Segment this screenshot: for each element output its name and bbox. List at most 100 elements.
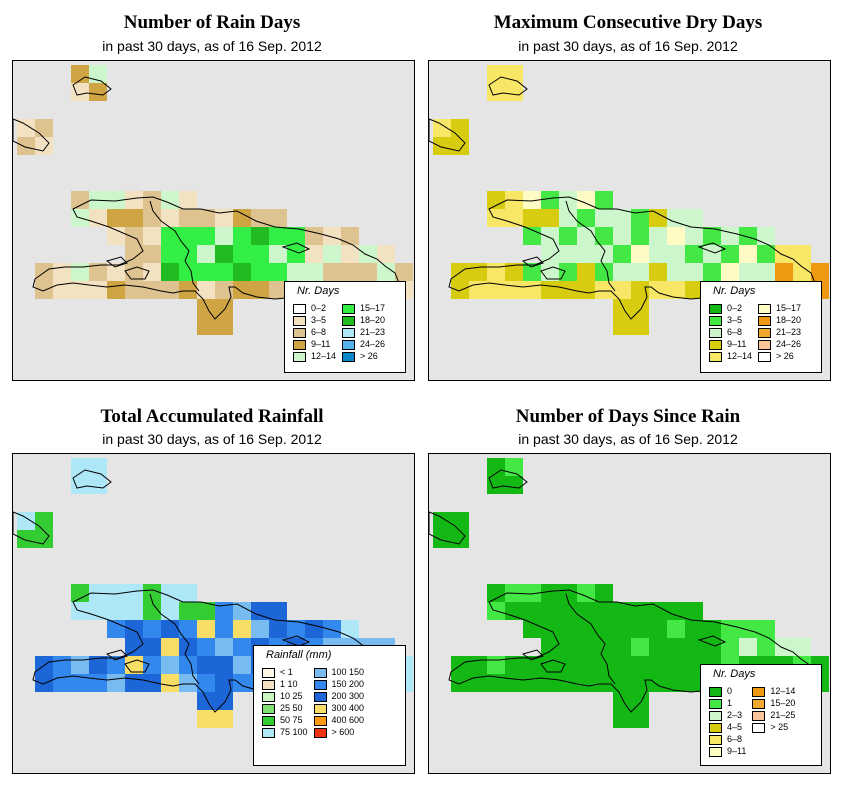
- grid-cell: [107, 602, 125, 620]
- grid-cell: [577, 227, 595, 245]
- grid-cell: [433, 530, 451, 548]
- grid-cell: [577, 245, 595, 263]
- coastline-islet: [540, 266, 566, 280]
- grid-cell: [685, 281, 703, 299]
- grid-cell: [107, 263, 125, 281]
- grid-cell: [89, 83, 107, 101]
- legend-swatch: [709, 339, 722, 350]
- grid-cell: [71, 458, 89, 476]
- legend-swatch: [752, 686, 766, 697]
- grid-cell: [613, 620, 631, 638]
- grid-cell: [451, 674, 469, 692]
- grid-cell: [71, 674, 89, 692]
- grid-cell: [71, 656, 89, 674]
- grid-cell: [323, 227, 341, 245]
- legend-label: 21–23: [776, 327, 802, 337]
- grid-cell: [161, 656, 179, 674]
- grid-cell: [233, 227, 251, 245]
- grid-cell: [559, 584, 577, 602]
- legend-item: 3–5: [293, 315, 336, 326]
- grid-cell: [287, 245, 305, 263]
- legend-swatch: [758, 315, 772, 326]
- legend-label: 24–26: [776, 339, 802, 349]
- grid-cell: [215, 638, 233, 656]
- grid-cell: [541, 209, 559, 227]
- legend-item: > 600: [313, 727, 365, 738]
- grid-cell: [269, 245, 287, 263]
- legend-label: 2–3: [727, 710, 743, 720]
- legend-swatch: [342, 351, 356, 362]
- grid-cell: [523, 209, 541, 227]
- grid-cell: [613, 299, 649, 317]
- map-panel-dry-days: Nr. Days 0–2 3–5 6–8 9–11 12–14 15–17 18–20 21–2…: [428, 60, 831, 381]
- legend-swatch: [709, 746, 722, 757]
- grid-cell: [487, 83, 505, 101]
- grid-cell: [757, 620, 775, 638]
- legend-title: Nr. Days: [713, 285, 756, 297]
- grid-cell: [251, 227, 269, 245]
- grid-cell: [323, 620, 341, 638]
- legend-item: 0–2: [293, 303, 336, 314]
- grid-cell: [451, 530, 469, 548]
- grid-cell: [71, 65, 89, 83]
- grid-cell: [703, 227, 721, 245]
- legend-swatch: [342, 303, 356, 314]
- grid-cell: [595, 656, 613, 674]
- grid-cell: [613, 602, 631, 620]
- grid-cell: [631, 638, 649, 656]
- grid-cell: [269, 209, 287, 227]
- grid-cell: [487, 263, 505, 281]
- border-line: [565, 200, 616, 292]
- grid-cell: [667, 638, 685, 656]
- grid-cell: [323, 245, 341, 263]
- map-svg: [13, 458, 413, 728]
- grid-cell: [251, 620, 269, 638]
- coastline-gonave: [521, 256, 544, 268]
- grid-cell: [523, 584, 541, 602]
- legend-item: 18–20: [342, 315, 385, 326]
- grid-cell: [505, 656, 523, 674]
- coastline-gonave: [105, 256, 128, 268]
- grid-cell: [35, 674, 53, 692]
- grid-cell: [757, 638, 775, 656]
- grid-cell: [505, 209, 523, 227]
- legend-label: > 25: [770, 722, 789, 732]
- grid-cell: [215, 209, 233, 227]
- legend-item: 21–25: [752, 710, 795, 721]
- grid-cell: [559, 656, 577, 674]
- grid-cell: [703, 638, 721, 656]
- grid-cell: [613, 263, 631, 281]
- grid-cell: [577, 674, 595, 692]
- grid-cell: [739, 227, 757, 245]
- grid-cell: [107, 191, 125, 209]
- grid-cell: [233, 656, 251, 674]
- grid-cell: [487, 65, 505, 83]
- legend-label: 12–14: [770, 686, 796, 696]
- legend-label: 18–20: [776, 315, 802, 325]
- grid-cell: [667, 263, 685, 281]
- legend-item: 12–14: [293, 351, 336, 362]
- grid-cell: [631, 245, 649, 263]
- grid-cell: [613, 227, 631, 245]
- grid-cell: [559, 620, 577, 638]
- grid-cell: [161, 263, 179, 281]
- grid-cell: [559, 191, 577, 209]
- grid-cell: [233, 209, 251, 227]
- grid-cell: [377, 245, 395, 263]
- grid-cell: [215, 674, 233, 692]
- grid-cell: [143, 209, 161, 227]
- grid-cell: [739, 245, 757, 263]
- legend-swatch: [709, 734, 722, 745]
- grid-cell: [179, 227, 197, 245]
- grid-cell: [71, 83, 89, 101]
- grid-cell: [667, 245, 685, 263]
- grid-cell: [89, 674, 107, 692]
- legend-item: 1 10: [262, 679, 308, 690]
- grid-cell: [71, 281, 89, 299]
- legend-label: 4–5: [727, 722, 743, 732]
- grid-cell: [703, 263, 721, 281]
- grid-cell: [685, 656, 703, 674]
- grid-cell: [505, 458, 523, 476]
- grid-cell: [53, 674, 71, 692]
- grid-cell: [505, 65, 523, 83]
